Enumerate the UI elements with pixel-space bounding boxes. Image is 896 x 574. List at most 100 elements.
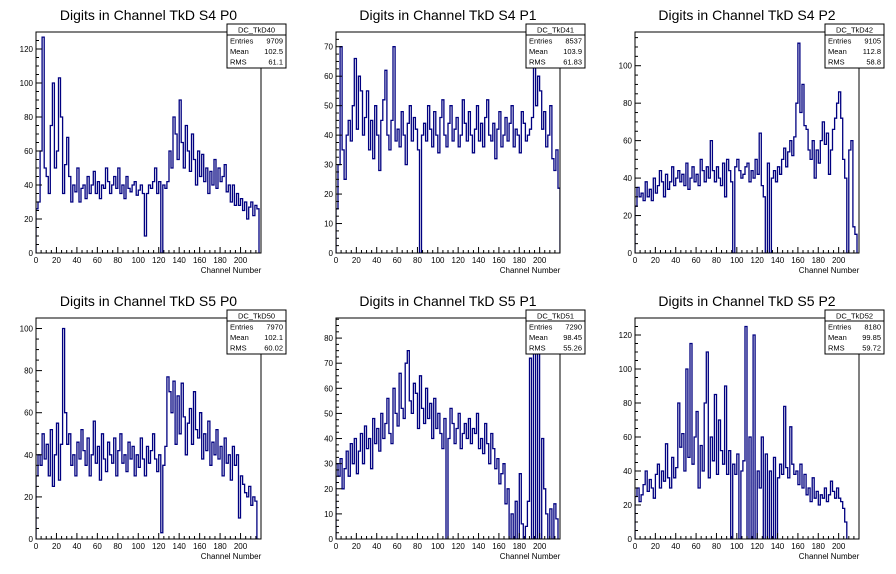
stats-value: 9105 xyxy=(864,37,881,46)
y-tick-label: 60 xyxy=(623,433,632,442)
x-tick-label: 160 xyxy=(791,542,805,551)
stats-name: DC_TkD50 xyxy=(238,312,275,321)
stats-key: Mean xyxy=(828,333,847,342)
y-tick-label: 10 xyxy=(324,220,333,229)
x-tick-label: 40 xyxy=(671,256,680,265)
x-tick-label: 20 xyxy=(352,256,361,265)
x-tick-label: 120 xyxy=(152,256,166,265)
y-tick-label: 100 xyxy=(619,62,633,71)
stats-key: RMS xyxy=(529,58,546,67)
stats-value: 9709 xyxy=(266,37,283,46)
x-tick-label: 180 xyxy=(213,256,227,265)
y-tick-label: 80 xyxy=(24,113,33,122)
histogram-panel: Digits in Channel TkD S5 P2 0 20 40 60 80 100 1… xyxy=(619,293,885,561)
x-tick-label: 100 xyxy=(132,256,146,265)
x-tick-label: 40 xyxy=(72,256,81,265)
y-tick-label: 40 xyxy=(324,435,333,444)
stats-key: Entries xyxy=(529,37,553,46)
x-tick-label: 80 xyxy=(113,256,122,265)
y-tick-label: 120 xyxy=(20,45,34,54)
histogram-panel: Digits in Channel TkD S4 P0 0 20 40 60 80 100 1… xyxy=(20,7,287,275)
x-tick-label: 120 xyxy=(452,542,466,551)
chart-title: Digits in Channel TkD S4 P1 xyxy=(359,7,536,23)
y-tick-label: 0 xyxy=(628,535,633,544)
stats-box: DC_TkD50 Entries 7970 Mean 102.1 RMS 60.02 xyxy=(226,309,287,355)
stats-value: 98.45 xyxy=(563,333,582,342)
x-tick-label: 160 xyxy=(791,256,805,265)
histogram-panel: Digits in Channel TkD S4 P10 20 40 60 80 100 1… xyxy=(324,7,586,275)
y-tick-label: 70 xyxy=(324,43,333,52)
stats-value: 58.8 xyxy=(866,58,881,67)
x-axis-label: Channel Number xyxy=(799,266,860,275)
x-tick-label: 160 xyxy=(193,256,207,265)
x-tick-label: 20 xyxy=(52,542,61,551)
histogram-panel: Digits in Channel TkD S5 P10 20 40 60 80 100 1… xyxy=(324,293,586,561)
stats-box: DC_TkD41 Entries 8537 Mean 103.9 RMS 61.83 xyxy=(525,23,586,69)
x-tick-label: 200 xyxy=(533,256,547,265)
stats-name: DC_TkD40 xyxy=(238,26,275,35)
stats-name: DC_TkD51 xyxy=(537,312,574,321)
histogram-panel: Digits in Channel TkD S5 P0 0 20 40 60 80 100 1… xyxy=(20,293,287,561)
stats-name: DC_TkD41 xyxy=(537,26,574,35)
x-tick-label: 80 xyxy=(413,542,422,551)
x-tick-label: 200 xyxy=(234,542,248,551)
chart-title: Digits in Channel TkD S5 P1 xyxy=(359,293,536,309)
x-tick-label: 200 xyxy=(533,542,547,551)
histogram-panel: Digits in Channel TkD S4 P2 0 20 40 60 80 100 1… xyxy=(619,7,885,275)
stats-name: DC_TkD52 xyxy=(836,312,873,321)
x-tick-label: 0 xyxy=(633,256,638,265)
y-tick-label: 50 xyxy=(324,409,333,418)
x-tick-label: 100 xyxy=(431,542,445,551)
stats-key: RMS xyxy=(828,344,845,353)
x-tick-label: 80 xyxy=(712,256,721,265)
stats-key: RMS xyxy=(828,58,845,67)
stats-key: Mean xyxy=(828,47,847,56)
x-tick-label: 160 xyxy=(492,542,506,551)
x-tick-label: 0 xyxy=(334,256,339,265)
stats-value: 60.02 xyxy=(264,344,283,353)
histogram-series xyxy=(336,46,560,253)
stats-value: 59.72 xyxy=(862,344,881,353)
y-tick-label: 60 xyxy=(24,147,33,156)
histogram-series xyxy=(36,327,259,539)
y-tick-label: 30 xyxy=(324,161,333,170)
stats-box: DC_TkD40 Entries 9709 Mean 102.5 RMS 61.1 xyxy=(226,23,287,69)
stats-key: Entries xyxy=(828,37,852,46)
histogram-series xyxy=(635,42,858,253)
x-tick-label: 80 xyxy=(113,542,122,551)
y-tick-label: 80 xyxy=(623,99,632,108)
x-tick-label: 40 xyxy=(671,542,680,551)
stats-box-frame xyxy=(824,309,885,355)
x-axis-label: Channel Number xyxy=(500,552,561,561)
x-tick-label: 120 xyxy=(452,256,466,265)
x-tick-label: 100 xyxy=(730,256,744,265)
x-tick-label: 100 xyxy=(132,542,146,551)
stats-key: Entries xyxy=(828,323,852,332)
x-tick-label: 60 xyxy=(692,542,701,551)
stats-key: Mean xyxy=(529,333,548,342)
stats-value: 102.5 xyxy=(264,47,283,56)
x-tick-label: 0 xyxy=(633,542,638,551)
y-tick-label: 60 xyxy=(324,384,333,393)
y-tick-label: 60 xyxy=(324,72,333,81)
y-tick-label: 0 xyxy=(29,249,34,258)
stats-value: 8180 xyxy=(864,323,881,332)
x-tick-label: 140 xyxy=(173,542,187,551)
y-tick-label: 0 xyxy=(329,535,334,544)
stats-value: 102.1 xyxy=(264,333,283,342)
y-tick-label: 40 xyxy=(24,451,33,460)
x-tick-label: 160 xyxy=(492,256,506,265)
y-tick-label: 100 xyxy=(20,325,34,334)
x-tick-label: 140 xyxy=(173,256,187,265)
x-tick-label: 160 xyxy=(193,542,207,551)
x-tick-label: 120 xyxy=(751,256,765,265)
y-tick-label: 0 xyxy=(329,249,334,258)
x-tick-label: 20 xyxy=(651,542,660,551)
x-tick-label: 80 xyxy=(712,542,721,551)
y-tick-label: 80 xyxy=(24,367,33,376)
y-tick-label: 30 xyxy=(324,460,333,469)
y-tick-label: 20 xyxy=(623,212,632,221)
x-tick-label: 20 xyxy=(651,256,660,265)
x-axis-label: Channel Number xyxy=(201,552,262,561)
x-tick-label: 80 xyxy=(413,256,422,265)
